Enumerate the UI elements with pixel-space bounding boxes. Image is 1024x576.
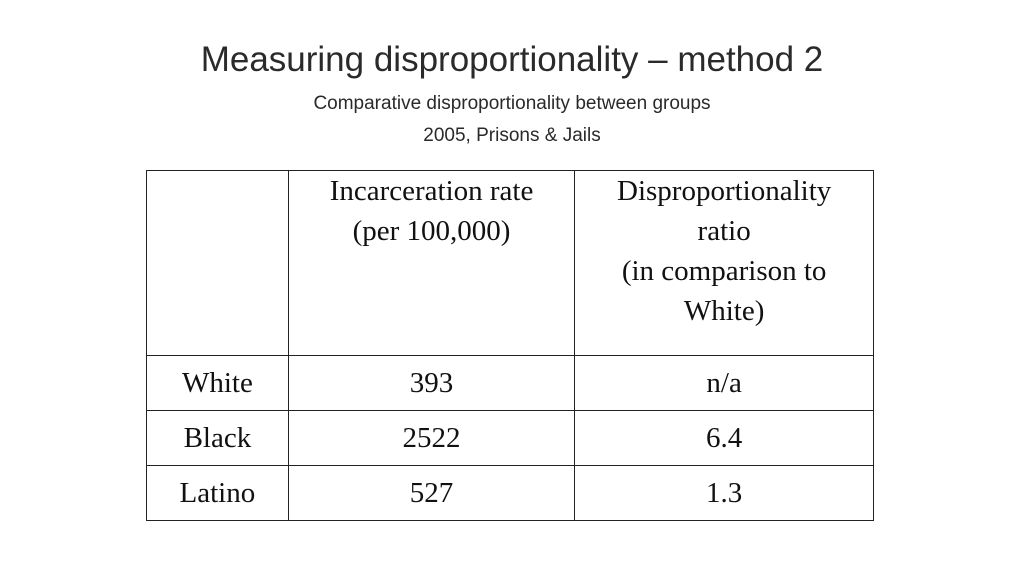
header-ratio-line: (in comparison to (621, 255, 827, 287)
table-row: Latino 527 1.3 (146, 465, 874, 521)
ratio-cell: n/a (574, 355, 874, 411)
rate-cell: 393 (287, 355, 576, 411)
table-header-row: Incarceration rate (per 100,000) Disprop… (146, 170, 874, 356)
group-cell: White (146, 355, 289, 411)
table-row: Black 2522 6.4 (146, 410, 874, 466)
slide-subtitle: Comparative disproportionality between g… (313, 93, 711, 114)
header-disproportionality-ratio: Disproportionality ratio (in comparison … (574, 170, 874, 356)
group-cell: Latino (146, 465, 289, 521)
slide-title: Measuring disproportionality – method 2 (200, 40, 824, 79)
table-corner-cell (146, 170, 289, 356)
ratio-cell: 1.3 (574, 465, 874, 521)
rate-cell: 527 (287, 465, 576, 521)
header-ratio-line: White) (683, 295, 765, 327)
header-rate-line: (per 100,000) (352, 215, 511, 247)
group-cell: Black (146, 410, 289, 466)
ratio-cell: 6.4 (574, 410, 874, 466)
header-ratio-line: Disproportionality (617, 175, 832, 207)
header-incarceration-rate: Incarceration rate (per 100,000) (287, 170, 576, 356)
header-ratio-line: ratio (697, 215, 751, 247)
incarceration-table: Incarceration rate (per 100,000) Disprop… (146, 170, 874, 521)
slide-subtitle-date: 2005, Prisons & Jails (423, 125, 601, 146)
rate-cell: 2522 (287, 410, 576, 466)
table-row: White 393 n/a (146, 355, 874, 411)
header-rate-line: Incarceration rate (329, 175, 534, 207)
